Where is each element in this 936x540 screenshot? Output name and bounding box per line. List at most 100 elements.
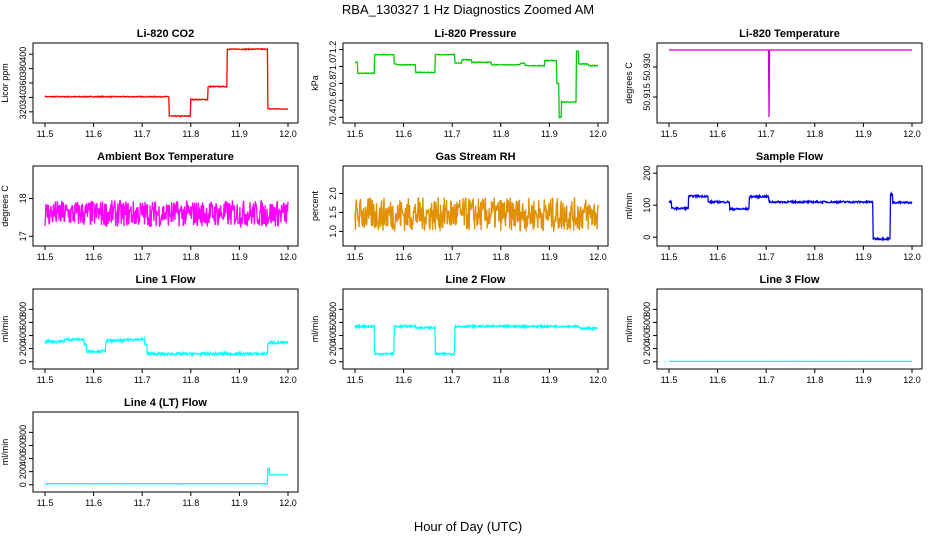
y-tick-label: 400 [642, 328, 652, 343]
y-tick-label: 200 [18, 464, 28, 479]
x-tick-label: 11.5 [37, 375, 54, 385]
y-tick-label: 0 [642, 359, 652, 364]
x-tick-label: 11.7 [758, 252, 775, 262]
x-tick-label: 11.9 [231, 252, 248, 262]
x-tick-label: 12.0 [279, 375, 297, 385]
y-tick-label: 17 [18, 231, 28, 241]
x-tick-label: 11.7 [134, 129, 151, 139]
y-tick-label: 800 [18, 302, 28, 317]
x-tick-label: 11.8 [806, 375, 823, 385]
y-axis-label: percent [310, 190, 320, 221]
y-tick-label: 320 [18, 104, 28, 119]
x-tick-label: 12.0 [589, 129, 607, 139]
x-tick-label: 11.7 [444, 375, 461, 385]
x-tick-label: 12.0 [903, 252, 921, 262]
y-tick-label: 360 [18, 75, 28, 90]
x-tick-label: 11.5 [347, 129, 364, 139]
y-tick-label: 800 [642, 302, 652, 317]
y-tick-label: 340 [18, 90, 28, 105]
y-axis-label: Licor ppm [0, 63, 10, 103]
y-tick-label: 200 [18, 341, 28, 356]
y-tick-label: 0 [18, 359, 28, 364]
x-tick-label: 12.0 [903, 375, 921, 385]
y-axis-label: kPa [310, 75, 320, 91]
x-tick-label: 12.0 [589, 252, 607, 262]
x-tick-label: 12.0 [279, 498, 297, 508]
x-tick-label: 11.5 [661, 375, 678, 385]
plot-frame [32, 411, 299, 493]
panel-6: Sample Flow ml/min 11.5 11.6 11.7 11.8 11.9 12.… [624, 151, 923, 262]
x-tick-label: 11.8 [182, 498, 199, 508]
series-line [44, 335, 289, 358]
panel-10: Line 4 (LT) Flow ml/min 11.5 11.6 11.7 11.8 11… [0, 397, 299, 508]
x-tick-label: 11.5 [37, 498, 54, 508]
x-tick-label: 11.9 [231, 375, 248, 385]
x-tick-label: 11.8 [182, 252, 199, 262]
panel-title: Line 1 Flow [136, 274, 196, 286]
x-tick-label: 11.9 [541, 375, 558, 385]
x-tick-label: 11.9 [541, 252, 558, 262]
x-tick-label: 11.8 [492, 252, 509, 262]
panel-7: Line 1 Flow ml/min 11.5 11.6 11.7 11.8 11.9 12.… [0, 274, 299, 385]
x-tick-label: 12.0 [279, 129, 297, 139]
x-tick-label: 11.7 [444, 252, 461, 262]
series-line [354, 50, 599, 119]
panel-title: Li-820 Pressure [435, 28, 517, 40]
panel-title: Ambient Box Temperature [97, 151, 234, 163]
plot-frame [342, 288, 609, 370]
y-axis-label: ml/min [0, 316, 10, 343]
x-tick-label: 11.6 [395, 375, 412, 385]
y-axis-label: ml/min [624, 193, 634, 220]
x-tick-label: 11.6 [85, 129, 102, 139]
x-tick-label: 12.0 [279, 252, 297, 262]
y-axis-label: degrees C [624, 62, 634, 104]
x-tick-label: 11.8 [806, 252, 823, 262]
panel-title: Gas Stream RH [435, 151, 515, 163]
x-tick-label: 11.6 [395, 252, 412, 262]
y-tick-label: 0 [328, 359, 338, 364]
plot-frame [32, 165, 299, 247]
y-tick-label: 400 [18, 47, 28, 62]
x-tick-label: 12.0 [589, 375, 607, 385]
panel-title: Li-820 CO2 [137, 28, 194, 40]
y-tick-label: 70.6 [328, 92, 338, 110]
y-tick-label: 0 [642, 235, 652, 240]
x-tick-label: 12.0 [903, 129, 921, 139]
y-tick-label: 0 [18, 482, 28, 487]
y-tick-label: 71.0 [328, 58, 338, 76]
series-line [44, 199, 289, 229]
y-tick-label: 600 [18, 438, 28, 453]
y-tick-label: 50.915 [642, 83, 652, 111]
panel-title: Line 4 (LT) Flow [124, 397, 207, 409]
x-tick-label: 11.5 [37, 252, 54, 262]
series-line [669, 49, 912, 118]
y-tick-label: 70.4 [328, 109, 338, 127]
y-axis-label: ml/min [0, 439, 10, 466]
y-tick-label: 400 [328, 328, 338, 343]
y-tick-label: 800 [18, 425, 28, 440]
y-tick-label: 400 [18, 451, 28, 466]
x-tick-label: 11.6 [85, 498, 102, 508]
y-axis-label: degrees C [0, 185, 10, 227]
x-tick-label: 11.5 [661, 129, 678, 139]
plot-frame [32, 288, 299, 370]
figure-xlabel: Hour of Day (UTC) [414, 519, 522, 534]
y-axis-label: ml/min [624, 316, 634, 343]
panel-1: Li-820 CO2 Licor ppm 11.5 11.6 11.7 11.8 11.9 1… [0, 28, 299, 139]
x-tick-label: 11.8 [182, 375, 199, 385]
x-tick-label: 11.9 [541, 129, 558, 139]
panel-title: Li-820 Temperature [739, 28, 840, 40]
plot-frame [32, 42, 299, 124]
series-line [668, 190, 913, 243]
x-tick-label: 11.6 [709, 252, 726, 262]
y-tick-label: 70.8 [328, 75, 338, 93]
x-tick-label: 11.7 [134, 252, 151, 262]
x-tick-label: 11.6 [395, 129, 412, 139]
y-tick-label: 71.2 [328, 41, 338, 59]
y-tick-label: 200 [642, 166, 652, 181]
x-tick-label: 11.9 [855, 129, 872, 139]
x-tick-label: 11.9 [231, 129, 248, 139]
y-tick-label: 2.0 [328, 187, 338, 200]
y-tick-label: 600 [642, 315, 652, 330]
y-tick-label: 800 [328, 302, 338, 317]
